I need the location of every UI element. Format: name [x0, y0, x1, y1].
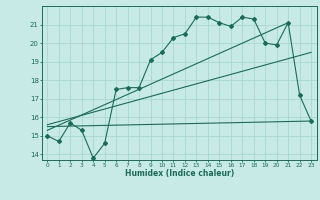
X-axis label: Humidex (Indice chaleur): Humidex (Indice chaleur) — [124, 169, 234, 178]
